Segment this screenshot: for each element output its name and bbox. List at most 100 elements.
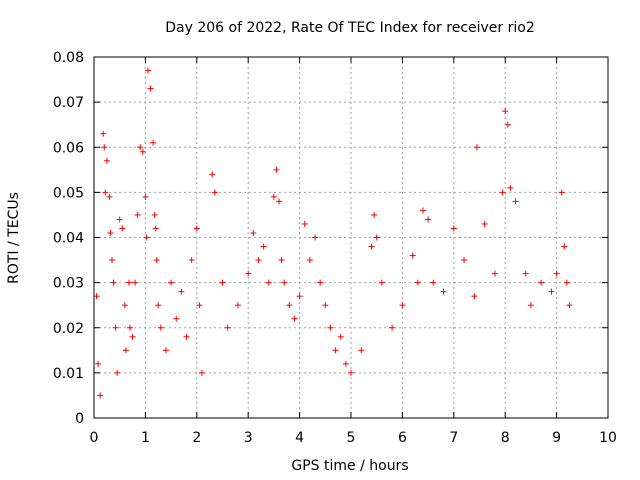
data-point [107, 229, 114, 236]
data-point [553, 270, 560, 277]
data-point [522, 270, 529, 277]
data-point [473, 144, 480, 151]
data-point [450, 225, 457, 232]
data-point [198, 369, 205, 376]
data-point [209, 171, 216, 178]
data-point [273, 166, 280, 173]
data-point [430, 279, 437, 286]
data-point [114, 369, 121, 376]
data-point [342, 360, 349, 367]
data-point [440, 288, 447, 295]
data-point [224, 324, 231, 331]
data-point [125, 279, 132, 286]
y-tick-label: 0 [75, 411, 84, 427]
x-tick-label: 2 [192, 430, 201, 446]
y-axis-label: ROTI / TECUs [6, 192, 22, 284]
data-point [143, 234, 150, 241]
x-axis-label: GPS time / hours [291, 458, 408, 474]
data-point [548, 288, 555, 295]
data-point [153, 257, 160, 264]
data-point [399, 302, 406, 309]
data-point [481, 220, 488, 227]
data-point [332, 347, 339, 354]
data-point [563, 279, 570, 286]
data-point [155, 302, 162, 309]
points-layer [93, 67, 573, 399]
x-tick-label: 10 [599, 430, 617, 446]
data-point [270, 193, 277, 200]
data-point [95, 360, 102, 367]
data-point [106, 193, 113, 200]
data-point [119, 225, 126, 232]
chart-title: Day 206 of 2022, Rate Of TEC Index for r… [165, 20, 535, 36]
data-point [425, 216, 432, 223]
x-tick-label: 9 [552, 430, 561, 446]
grid-layer [94, 57, 608, 418]
data-point [471, 293, 478, 300]
data-point [121, 302, 128, 309]
data-point [512, 198, 519, 205]
data-point [132, 279, 139, 286]
data-point [371, 211, 378, 218]
data-point [151, 211, 158, 218]
data-point [312, 234, 319, 241]
y-tick-label: 0.02 [53, 321, 84, 337]
data-point [558, 189, 565, 196]
data-point [211, 189, 218, 196]
y-tick-label: 0.07 [53, 95, 84, 111]
data-point [116, 216, 123, 223]
data-point [419, 207, 426, 214]
x-tick-label: 4 [295, 430, 304, 446]
data-point [173, 315, 180, 322]
data-point [491, 270, 498, 277]
y-tick-label: 0.06 [53, 140, 84, 156]
data-point [291, 315, 298, 322]
data-point [112, 324, 119, 331]
data-point [137, 144, 144, 151]
data-point [134, 211, 141, 218]
y-tick-label: 0.08 [53, 50, 84, 66]
data-point [306, 257, 313, 264]
x-tick-label: 0 [90, 430, 99, 446]
data-point [122, 347, 129, 354]
x-tick-label: 7 [449, 430, 458, 446]
data-point [389, 324, 396, 331]
data-point [188, 257, 195, 264]
data-point [278, 257, 285, 264]
data-point [102, 189, 109, 196]
data-point [414, 279, 421, 286]
data-point [129, 333, 136, 340]
x-tick-label: 5 [347, 430, 356, 446]
data-point [286, 302, 293, 309]
x-tick-label: 8 [501, 430, 510, 446]
data-point [103, 157, 110, 164]
data-point [301, 220, 308, 227]
data-point [538, 279, 545, 286]
data-point [108, 257, 115, 264]
y-tick-label: 0.05 [53, 185, 84, 201]
data-point [317, 279, 324, 286]
data-point [507, 184, 514, 191]
data-point [219, 279, 226, 286]
data-point [150, 139, 157, 146]
data-point [296, 293, 303, 300]
data-point [281, 279, 288, 286]
data-point [183, 333, 190, 340]
data-point [368, 243, 375, 250]
data-point [260, 243, 267, 250]
data-point [142, 193, 149, 200]
data-point [561, 243, 568, 250]
data-point [147, 85, 154, 92]
data-point [358, 347, 365, 354]
data-point [322, 302, 329, 309]
y-tick-label: 0.01 [53, 366, 84, 382]
data-point [193, 225, 200, 232]
data-point [255, 257, 262, 264]
data-point [196, 302, 203, 309]
data-point [337, 333, 344, 340]
x-tick-label: 1 [141, 430, 150, 446]
data-point [265, 279, 272, 286]
data-point [409, 252, 416, 259]
data-point [378, 279, 385, 286]
data-point [152, 225, 159, 232]
